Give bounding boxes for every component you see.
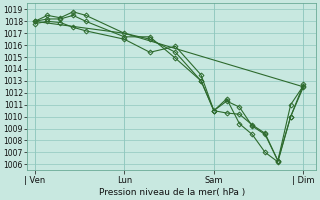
X-axis label: Pression niveau de la mer( hPa ): Pression niveau de la mer( hPa ) xyxy=(99,188,245,197)
